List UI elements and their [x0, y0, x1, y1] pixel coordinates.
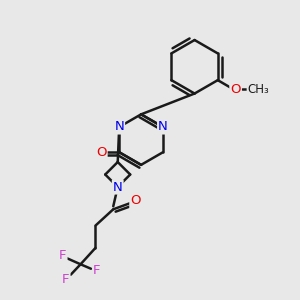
Text: O: O — [230, 82, 241, 96]
Text: F: F — [59, 249, 67, 262]
Text: F: F — [62, 273, 70, 286]
Text: CH₃: CH₃ — [248, 82, 269, 96]
Text: F: F — [93, 264, 101, 277]
Text: N: N — [158, 121, 168, 134]
Text: O: O — [96, 146, 106, 159]
Text: N: N — [113, 181, 123, 194]
Text: N: N — [114, 121, 124, 134]
Text: O: O — [130, 194, 141, 208]
